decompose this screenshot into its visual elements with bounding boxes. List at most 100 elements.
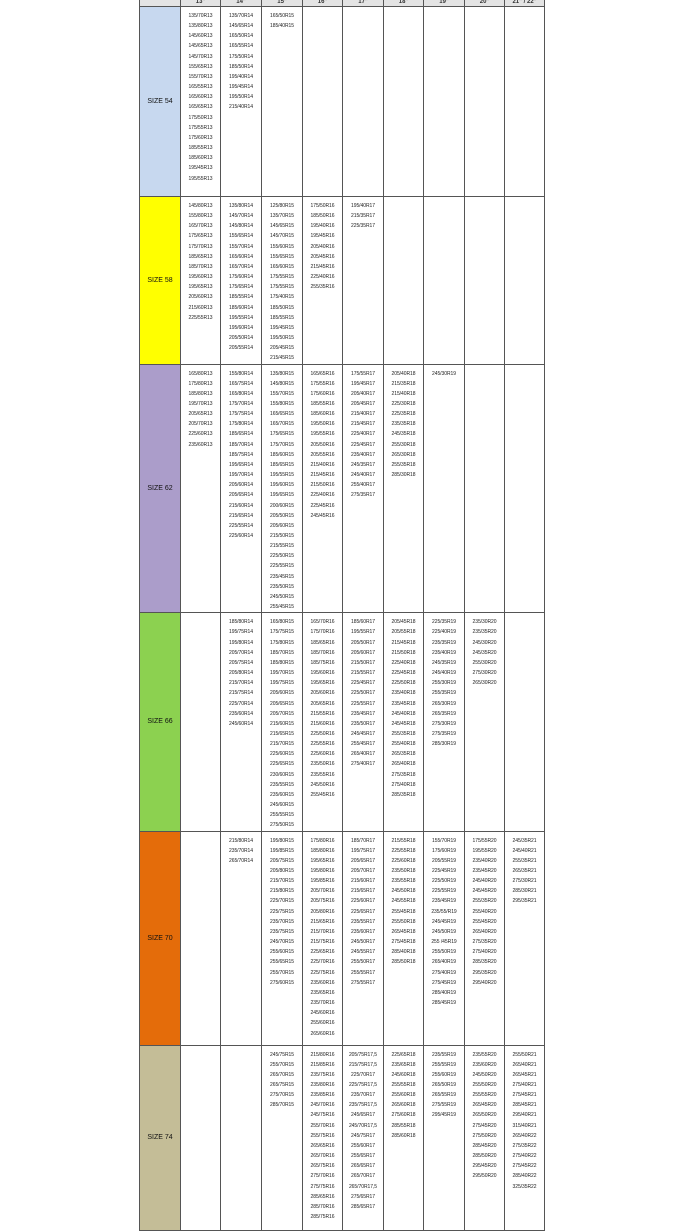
tire-size: 265/50R19 [431,1082,456,1088]
tire-size: 215/45R16 [310,472,335,479]
tire-size: 195/60R13 [188,274,213,281]
tire-size: 255/60R15 [269,949,294,956]
tire-size: 185/80R14 [228,619,253,626]
tire-size: 235/60R17 [350,928,375,935]
tire-size: 285/35R20 [472,959,497,966]
tire-size: 285/65R17 [350,1203,375,1210]
tire-size: 195/45R17 [350,380,375,387]
tire-size: 225/40R18 [391,659,416,666]
tire-size: 215/40R17 [350,411,375,418]
tire-size: 175/75R14 [228,411,253,418]
tire-size: 235/85R16 [310,1092,335,1099]
tire-size: 255/65R15 [269,959,294,966]
tire-size: 135/80R14 [228,203,253,209]
tire-size: 255/55R20 [472,1092,497,1099]
tire-size: 205/40R16 [310,243,335,250]
tire-size: 215/70R15 [269,741,294,748]
tire-size: 200/60R15 [269,502,294,509]
tire-size: 245/60R14 [228,720,253,727]
tire-size: 235/35R20 [472,629,497,636]
tire-size: 225/45R16 [310,502,335,509]
tire-size: 215/70R14 [228,680,253,687]
size-list-cell: 155/70R19 175/60R19 205/55R19 225/45R19 225/… [423,830,465,1046]
tire-size: 215/60R17 [350,878,375,885]
tire-size: 215/85R16 [310,1061,335,1068]
tire-size: 265/45R18 [391,928,416,935]
tire-size: 275/45R22 [512,1163,537,1170]
tire-size: 255/55R18 [391,1082,416,1088]
tire-size: 145/65R14 [228,23,253,30]
tire-size: 215/60R13 [188,304,213,311]
tire-size: 165/70R16 [310,619,335,626]
tire-size: 235/75R17,5 [348,1102,378,1109]
tire-size: 215/70R16 [310,928,335,935]
tire-size: 205/65R15 [269,700,294,707]
size-list-cell: 185/80R14 195/75R14 195/80R14 205/70R14 205/… [220,612,262,832]
size-list-cell [504,612,545,832]
tire-size: 155/65R13 [188,63,213,70]
tire-size: 255/50R19 [431,949,456,956]
tire-size: 185/60R13 [188,155,213,162]
tire-size: 185/80R16 [310,847,335,854]
tire-size: 245/40R21 [512,847,537,854]
tire-size: 275/40R18 [391,781,416,788]
tire-size: 265/40R19 [431,959,456,966]
tire-size: 155/60R15 [269,243,294,250]
tire-size: 245/40R19 [431,670,456,677]
tire-size: 215/75R16 [310,939,335,946]
size-list-cell: 175/50R16 185/50R16 195/40R16 195/45R16 205/… [302,196,343,365]
size-list-cell [180,612,221,832]
tire-size: 195/80R15 [269,837,294,844]
size-list-cell: 135/80R15 145/80R15 155/70R15 155/80R15 165/… [261,363,303,614]
tire-size: 165/70R15 [269,421,294,428]
tire-size: 135/80R15 [269,370,294,377]
tire-size: 235/55R20 [472,1051,497,1058]
tire-size: 195/65R14 [228,461,253,468]
tire-size: 255/35R18 [391,730,416,737]
tire-size: 285/55R18 [391,1122,416,1129]
tire-size: 295/50R20 [472,1173,497,1180]
tire-size: 205/55R14 [228,345,253,352]
tire-size: 245/60R15 [269,802,294,809]
tire-size: 205/75R17,5 [348,1051,378,1058]
tire-size: 275/35R20 [472,939,497,946]
size-list-cell [504,196,545,365]
tire-size: 175/55R15 [269,274,294,281]
tire-size: 225/55R16 [310,741,335,748]
tire-size: 235/30R20 [472,619,497,626]
size-list-cell: 155/80R14 165/75R14 165/80R14 175/70R14 175/… [220,363,262,614]
tire-size: 185/50R16 [310,213,335,220]
tire-size: 145/80R15 [269,380,294,387]
tire-size: 175/75R15 [269,629,294,636]
tire-size: 295/35R20 [472,969,497,976]
tire-size: 275/65R17 [350,1193,375,1200]
tire-size: 185/75R16 [310,659,335,666]
tire-size: 155/70R19 [431,837,456,844]
tire-size: 195/60R16 [310,670,335,677]
tire-size: 165/65R15 [269,411,294,418]
tire-size: 235/60R13 [188,441,213,448]
size-list-cell: 215/80R16 215/85R16 235/75R16 235/80R16 235/… [302,1044,343,1231]
tire-size: 265/40R22 [512,1132,537,1139]
tire-size: 215/50R17 [350,659,375,666]
tire-size: 205/50R15 [269,512,294,519]
tire-size: 235/40R19 [431,649,456,656]
tire-size: 225/45R17 [350,441,375,448]
tire-size: 185/70R16 [310,649,335,656]
tire-size: 215/45R16 [310,263,335,270]
tire-size: 215/35R18 [391,380,416,387]
tire-size: 205/70R13 [188,421,213,428]
tire-size: 225/40R19 [431,629,456,636]
size-list-cell: 205/45R18 205/55R18 215/45R18 215/50R18 225/… [383,612,424,832]
tire-size: 195/45R13 [188,165,213,172]
tire-size: 225/50R16 [310,730,335,737]
tire-size: 225/55R17 [350,700,375,707]
size-label: SIZE 58 [139,196,181,365]
tire-size: 205/60R14 [228,482,253,489]
tire-size: 255/35R18 [391,461,416,468]
tire-size: 225/55R13 [188,314,213,321]
tire-size: 265/50R20 [472,1112,497,1119]
tire-size: 255/40R17 [350,482,375,489]
tire-size: 245/60R18 [391,1071,416,1078]
tire-size: 235/40R18 [391,690,416,697]
